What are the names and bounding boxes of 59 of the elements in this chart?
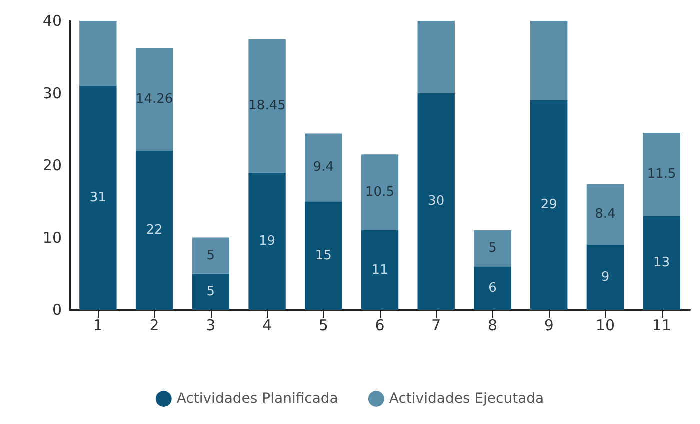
bar [248,172,286,310]
data-label: 14.26 [136,92,174,108]
bar [361,230,399,310]
bar [136,48,174,152]
y-tick-label: 30 [42,84,62,102]
bar [192,238,230,274]
x-tick-label: 6 [375,316,385,334]
data-label: 19 [259,234,276,249]
bar [643,132,680,216]
y-tick-label: 20 [42,156,62,174]
data-label: 31 [90,190,106,206]
bar [418,93,455,310]
data-label: 22 [146,223,163,238]
x-tick-label: 10 [596,316,615,334]
x-tick-label: 3 [206,316,216,334]
x-tick-label: 11 [652,316,672,334]
x-tick-label: 5 [318,316,328,334]
data-label: 9.4 [313,160,334,176]
x-tick-label: 7 [432,316,442,334]
bar [530,21,568,100]
bar [80,86,117,310]
bar [305,202,342,310]
data-label: 18.45 [248,98,286,114]
x-tick-label: 9 [544,316,554,334]
bar [418,21,455,94]
bar [474,266,512,310]
bar [80,21,117,86]
data-label: 8.4 [595,207,616,222]
x-tick-label: 2 [150,316,160,334]
data-label: 13 [654,256,670,271]
data-label: 10.5 [366,185,394,200]
y-tick-label: 0 [52,301,62,319]
data-label: 30 [428,194,445,210]
data-label: 15 [315,248,332,264]
bar [586,244,624,310]
bar [361,154,399,231]
bar [136,151,174,310]
legend-label: Actividades Planificada [176,391,338,407]
bar [586,184,624,245]
y-tick-label: 10 [42,228,62,247]
data-label: 29 [540,198,558,213]
legend-label: Actividades Ejecutada [389,391,544,407]
bar [248,39,286,173]
x-tick-label: 4 [262,316,272,334]
y-tick-label: 40 [42,12,62,30]
data-label: 5 [206,284,216,300]
bar [474,230,512,267]
bar [530,100,568,310]
x-tick-label: 1 [93,316,103,334]
data-label: 6 [488,280,497,296]
data-label: 11.5 [647,167,676,182]
data-label: 9 [601,270,610,285]
data-label: 5 [206,248,216,264]
bar [643,216,680,310]
bar [305,134,342,202]
data-label: 11 [372,262,388,278]
bar [192,274,230,310]
data-label: 5 [488,241,497,256]
x-tick-label: 8 [488,316,498,334]
